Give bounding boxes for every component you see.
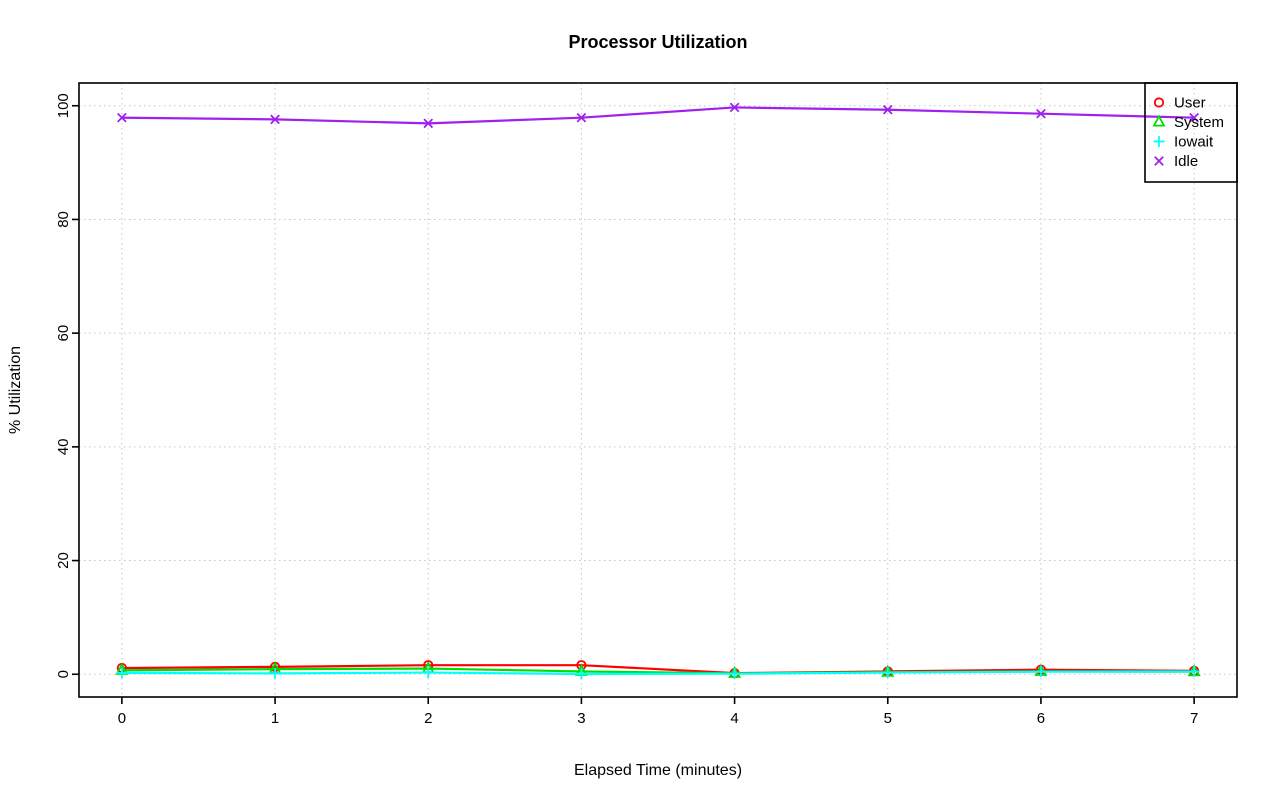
grid bbox=[79, 83, 1237, 697]
svg-text:6: 6 bbox=[1037, 710, 1045, 727]
y-axis-label: % Utilization bbox=[7, 345, 24, 435]
svg-text:3: 3 bbox=[577, 710, 585, 727]
x-axis-label: Elapsed Time (minutes) bbox=[573, 762, 743, 779]
legend: User System Iowait Idle bbox=[1144, 82, 1238, 183]
svg-text:Idle: Idle bbox=[1174, 153, 1198, 170]
svg-text:7: 7 bbox=[1190, 710, 1198, 727]
svg-text:0: 0 bbox=[55, 670, 72, 678]
chart-title: Processor Utilization bbox=[568, 32, 748, 52]
svg-text:User: User bbox=[1174, 95, 1206, 112]
svg-text:40: 40 bbox=[55, 439, 72, 456]
svg-text:20: 20 bbox=[55, 552, 72, 569]
svg-text:60: 60 bbox=[55, 325, 72, 342]
svg-text:Iowait: Iowait bbox=[1174, 134, 1214, 151]
y-tick-labels: 0 20 40 60 80 100 bbox=[55, 93, 72, 678]
svg-text:5: 5 bbox=[884, 710, 892, 727]
svg-text:1: 1 bbox=[271, 710, 279, 727]
svg-text:2: 2 bbox=[424, 710, 432, 727]
x-tick-labels: 0 1 2 3 4 5 6 7 bbox=[118, 710, 1199, 727]
series-iowait bbox=[116, 665, 1200, 680]
axis-ticks bbox=[72, 104, 1195, 704]
svg-text:System: System bbox=[1174, 114, 1224, 131]
svg-text:0: 0 bbox=[118, 710, 126, 727]
svg-text:80: 80 bbox=[55, 211, 72, 228]
plot-box bbox=[78, 82, 1238, 698]
svg-text:4: 4 bbox=[730, 710, 738, 727]
svg-text:100: 100 bbox=[55, 93, 72, 118]
series-idle bbox=[117, 102, 1199, 129]
